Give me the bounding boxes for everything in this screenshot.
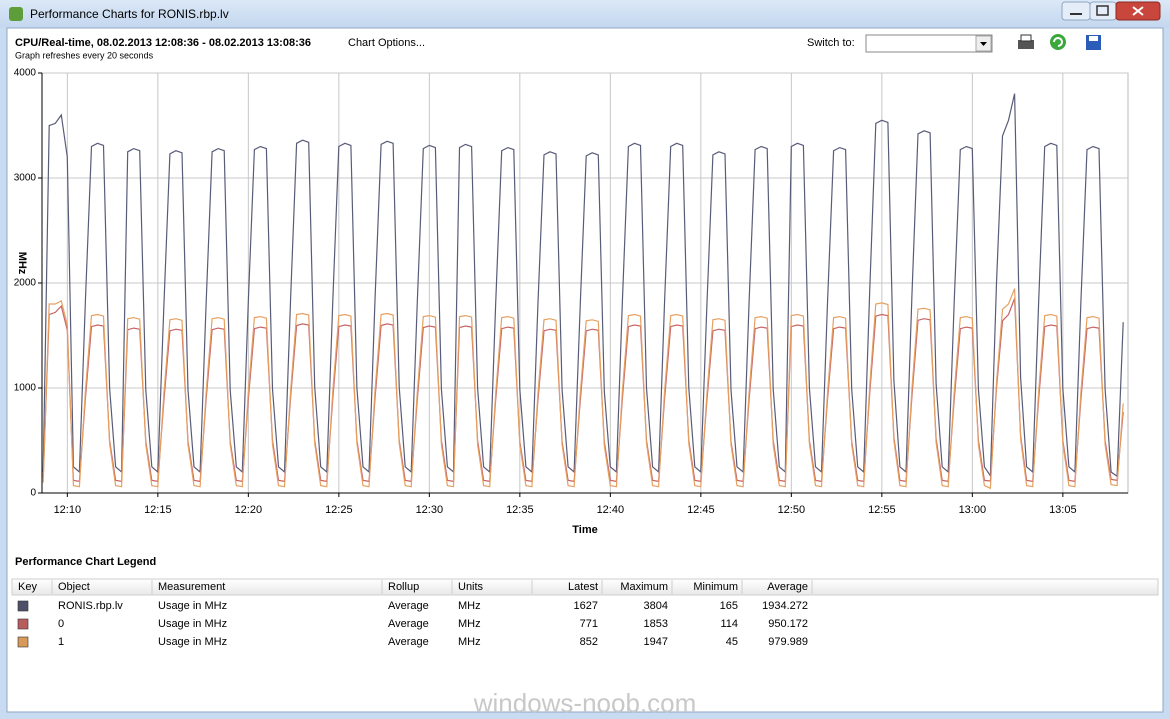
legend-object: 0 xyxy=(58,618,64,630)
close-glyph xyxy=(1132,6,1144,16)
y-tick-label: 4000 xyxy=(14,68,37,79)
chart-title: CPU/Real-time, 08.02.2013 12:08:36 - 08.… xyxy=(15,37,311,49)
legend-cell: 852 xyxy=(580,636,598,648)
legend-cell: 1627 xyxy=(574,600,598,612)
chart-options-link[interactable]: Chart Options... xyxy=(348,37,425,49)
switch-to-label: Switch to: xyxy=(807,37,855,49)
save-label xyxy=(1089,36,1098,41)
x-tick-label: 12:10 xyxy=(54,504,82,516)
legend-key xyxy=(17,636,29,648)
y-tick-label: 2000 xyxy=(14,278,37,289)
column-header: Latest xyxy=(568,581,598,593)
y-tick-label: 0 xyxy=(30,488,36,499)
window-title: Performance Charts for RONIS.rbp.lv xyxy=(30,7,229,21)
y-tick-label: 1000 xyxy=(14,383,37,394)
refresh-button[interactable] xyxy=(1050,34,1066,50)
refresh-icon xyxy=(1050,34,1066,50)
x-tick-label: 12:25 xyxy=(325,504,353,516)
x-tick-label: 12:40 xyxy=(597,504,625,516)
column-header: Measurement xyxy=(158,581,225,593)
window-controls xyxy=(1061,1,1161,21)
watermark: windows-noob.com xyxy=(473,688,697,718)
legend-object: 1 xyxy=(58,636,64,648)
x-tick-label: 12:30 xyxy=(416,504,444,516)
legend-object: RONIS.rbp.lv xyxy=(58,600,123,612)
legend-cell: Usage in MHz xyxy=(158,636,227,648)
x-tick-label: 13:05 xyxy=(1049,504,1077,516)
legend-cell: MHz xyxy=(458,618,481,630)
legend-title: Performance Chart Legend xyxy=(15,556,156,568)
column-header: Key xyxy=(18,581,37,593)
legend-cell: 1947 xyxy=(644,636,668,648)
maximize-glyph xyxy=(1096,5,1109,16)
printer-body xyxy=(1018,40,1034,49)
legend-cell: Usage in MHz xyxy=(158,600,227,612)
x-tick-label: 12:20 xyxy=(235,504,263,516)
y-axis-label: MHz xyxy=(16,252,28,275)
x-tick-label: 12:35 xyxy=(506,504,534,516)
series-line xyxy=(42,298,1124,483)
title-bar xyxy=(0,0,1170,28)
column-header: Average xyxy=(767,581,808,593)
series-line xyxy=(42,93,1124,478)
refresh-note: Graph refreshes every 20 seconds xyxy=(15,50,154,60)
app-icon xyxy=(9,7,23,21)
legend-key xyxy=(17,618,29,630)
printer-paper xyxy=(1020,34,1032,42)
legend-cell: Average xyxy=(388,600,429,612)
x-axis-label: Time xyxy=(572,524,597,536)
column-header: Object xyxy=(58,581,90,593)
legend-cell: Usage in MHz xyxy=(158,618,227,630)
plot-area: 0 1000 2000 3000 4000 12:10 12:15 12:20 12:25 12:… xyxy=(14,68,1129,516)
dropdown-arrow xyxy=(980,42,987,46)
minimize-button[interactable] xyxy=(1061,1,1091,21)
legend-cell: 1934.272 xyxy=(762,600,808,612)
legend-cell: MHz xyxy=(458,636,481,648)
refresh-arrow xyxy=(1053,37,1063,47)
legend-table: Key Object Measurement Rollup Units Latest Max… xyxy=(11,578,1159,648)
x-tick-label: 13:00 xyxy=(959,504,987,516)
legend-key xyxy=(17,600,29,612)
maximize-button[interactable] xyxy=(1089,1,1117,21)
save-button[interactable] xyxy=(1086,35,1101,50)
legend-cell: 3804 xyxy=(644,600,668,612)
legend-cell: MHz xyxy=(458,600,481,612)
legend-cell: 45 xyxy=(726,636,738,648)
legend-cell: Average xyxy=(388,636,429,648)
column-header: Maximum xyxy=(620,581,668,593)
legend-cell: 979.989 xyxy=(768,636,808,648)
x-tick-label: 12:55 xyxy=(868,504,896,516)
print-button[interactable] xyxy=(1018,34,1034,49)
column-header: Units xyxy=(458,581,484,593)
table-header xyxy=(11,578,1159,596)
series-line xyxy=(42,288,1124,490)
x-tick-label: 12:15 xyxy=(144,504,172,516)
x-tick-label: 12:45 xyxy=(687,504,715,516)
legend-cell: 950.172 xyxy=(768,618,808,630)
legend-cell: 165 xyxy=(720,600,738,612)
switch-to-dropdown[interactable] xyxy=(865,34,993,53)
legend-cell: Average xyxy=(388,618,429,630)
legend-cell: 771 xyxy=(580,618,598,630)
x-tick-label: 12:50 xyxy=(778,504,806,516)
legend-cell: 114 xyxy=(720,618,738,630)
legend-cell: 1853 xyxy=(644,618,668,630)
column-header: Rollup xyxy=(388,581,419,593)
y-tick-label: 3000 xyxy=(14,173,37,184)
column-header: Minimum xyxy=(693,581,738,593)
